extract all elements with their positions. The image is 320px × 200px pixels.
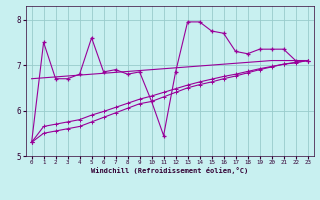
X-axis label: Windchill (Refroidissement éolien,°C): Windchill (Refroidissement éolien,°C) <box>91 167 248 174</box>
